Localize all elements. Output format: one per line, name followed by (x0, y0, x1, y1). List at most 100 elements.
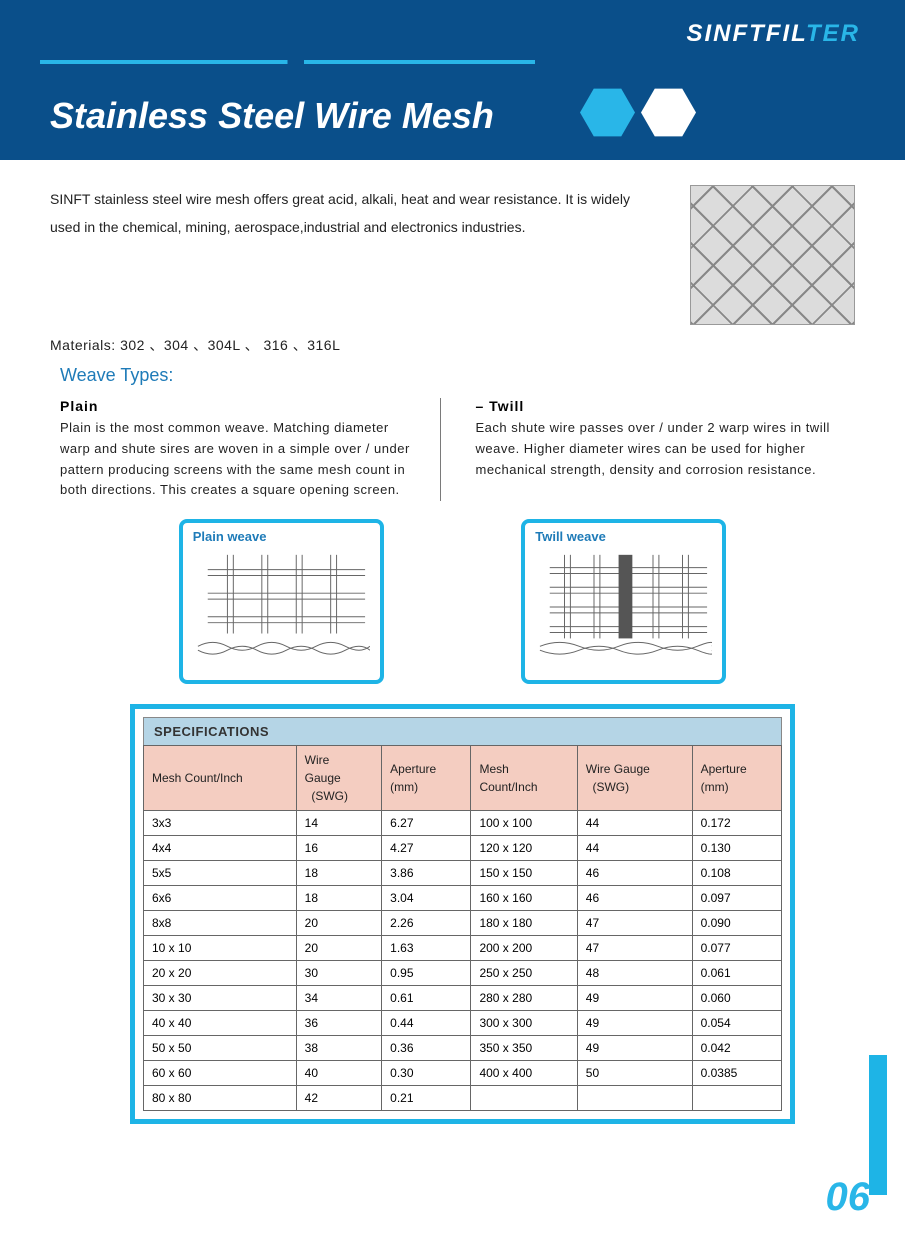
brand-part2: TER (806, 20, 860, 47)
table-cell: 300 x 300 (471, 1011, 577, 1036)
twill-weave-svg (535, 544, 712, 664)
weave-types-heading: Weave Types: (60, 365, 855, 386)
table-cell: 0.108 (692, 861, 781, 886)
main-content: SINFT stainless steel wire mesh offers g… (0, 160, 905, 1124)
table-cell (471, 1086, 577, 1111)
table-cell: 3.04 (382, 886, 471, 911)
twill-weave-desc: Each shute wire passes over / under 2 wa… (476, 418, 836, 480)
table-cell: 10 x 10 (144, 936, 297, 961)
table-cell: 0.0385 (692, 1061, 781, 1086)
table-cell: 20 (296, 936, 381, 961)
table-cell (692, 1086, 781, 1111)
table-cell: 44 (577, 811, 692, 836)
twill-weave-diagram: Twill weave (521, 519, 726, 684)
table-cell: 0.172 (692, 811, 781, 836)
table-header-cell: WireGauge (SWG) (296, 746, 381, 811)
table-cell: 0.36 (382, 1036, 471, 1061)
table-header-cell: Wire Gauge (SWG) (577, 746, 692, 811)
brand-part1: SINFTFIL (686, 20, 806, 47)
table-cell: 60 x 60 (144, 1061, 297, 1086)
table-cell: 47 (577, 911, 692, 936)
table-row: 6x6183.04160 x 160460.097 (144, 886, 782, 911)
plain-weave-desc: Plain is the most common weave. Matching… (60, 418, 420, 501)
table-cell: 100 x 100 (471, 811, 577, 836)
table-cell: 5x5 (144, 861, 297, 886)
table-row: 3x3146.27100 x 100440.172 (144, 811, 782, 836)
twill-weave-col: – Twill Each shute wire passes over / un… (441, 398, 856, 501)
table-cell: 49 (577, 1011, 692, 1036)
table-cell: 18 (296, 886, 381, 911)
table-cell: 44 (577, 836, 692, 861)
table-header-cell: Aperture(mm) (692, 746, 781, 811)
table-cell: 120 x 120 (471, 836, 577, 861)
spec-container: SPECIFICATIONS Mesh Count/InchWireGauge … (130, 704, 795, 1124)
table-cell: 0.21 (382, 1086, 471, 1111)
plain-weave-diagram: Plain weave (179, 519, 384, 684)
table-cell: 350 x 350 (471, 1036, 577, 1061)
table-cell: 160 x 160 (471, 886, 577, 911)
table-cell: 14 (296, 811, 381, 836)
hexagon-icon (580, 85, 635, 140)
table-cell: 38 (296, 1036, 381, 1061)
table-cell: 0.054 (692, 1011, 781, 1036)
table-cell: 0.30 (382, 1061, 471, 1086)
table-cell: 36 (296, 1011, 381, 1036)
page-title: Stainless Steel Wire Mesh (50, 95, 494, 137)
table-row: 10 x 10201.63200 x 200470.077 (144, 936, 782, 961)
table-cell: 3.86 (382, 861, 471, 886)
page-number: 06 (826, 1175, 871, 1220)
table-row: 4x4164.27120 x 120440.130 (144, 836, 782, 861)
table-cell: 46 (577, 861, 692, 886)
twill-diagram-label: Twill weave (535, 529, 712, 544)
table-row: 30 x 30340.61280 x 280490.060 (144, 986, 782, 1011)
table-row: 60 x 60400.30400 x 400500.0385 (144, 1061, 782, 1086)
table-header-cell: Aperture(mm) (382, 746, 471, 811)
table-cell: 49 (577, 986, 692, 1011)
table-cell: 40 (296, 1061, 381, 1086)
table-cell: 20 x 20 (144, 961, 297, 986)
table-cell: 8x8 (144, 911, 297, 936)
table-cell: 50 (577, 1061, 692, 1086)
brand-logo: SINFTFILTER (686, 20, 860, 48)
twill-weave-name: – Twill (476, 398, 836, 414)
table-cell: 180 x 180 (471, 911, 577, 936)
table-cell: 0.61 (382, 986, 471, 1011)
table-header-row: Mesh Count/InchWireGauge (SWG)Aperture(m… (144, 746, 782, 811)
table-cell: 48 (577, 961, 692, 986)
spec-table: Mesh Count/InchWireGauge (SWG)Aperture(m… (143, 745, 782, 1111)
table-cell: 280 x 280 (471, 986, 577, 1011)
plain-weave-svg (193, 544, 370, 664)
table-cell: 20 (296, 911, 381, 936)
plain-weave-name: Plain (60, 398, 420, 414)
table-cell: 1.63 (382, 936, 471, 961)
table-cell: 3x3 (144, 811, 297, 836)
table-row: 40 x 40360.44300 x 300490.054 (144, 1011, 782, 1036)
table-cell: 80 x 80 (144, 1086, 297, 1111)
table-cell: 400 x 400 (471, 1061, 577, 1086)
table-cell: 47 (577, 936, 692, 961)
intro-row: SINFT stainless steel wire mesh offers g… (50, 185, 855, 325)
diagram-row: Plain weave Twill weave (50, 519, 855, 684)
table-cell: 4.27 (382, 836, 471, 861)
table-cell: 40 x 40 (144, 1011, 297, 1036)
table-cell: 0.097 (692, 886, 781, 911)
table-cell: 30 x 30 (144, 986, 297, 1011)
table-cell: 200 x 200 (471, 936, 577, 961)
table-cell: 16 (296, 836, 381, 861)
table-cell: 0.95 (382, 961, 471, 986)
accent-line (40, 60, 865, 64)
table-cell: 0.130 (692, 836, 781, 861)
table-cell: 0.061 (692, 961, 781, 986)
table-header-cell: Mesh Count/Inch (144, 746, 297, 811)
table-row: 5x5183.86150 x 150460.108 (144, 861, 782, 886)
mesh-photo (690, 185, 855, 325)
hex-decoration (580, 85, 696, 140)
table-body: 3x3146.27100 x 100440.1724x4164.27120 x … (144, 811, 782, 1111)
intro-text: SINFT stainless steel wire mesh offers g… (50, 185, 660, 241)
table-row: 20 x 20300.95250 x 250480.061 (144, 961, 782, 986)
table-cell: 30 (296, 961, 381, 986)
table-cell: 2.26 (382, 911, 471, 936)
table-row: 50 x 50380.36350 x 350490.042 (144, 1036, 782, 1061)
plain-weave-col: Plain Plain is the most common weave. Ma… (50, 398, 441, 501)
weave-columns: Plain Plain is the most common weave. Ma… (50, 398, 855, 501)
